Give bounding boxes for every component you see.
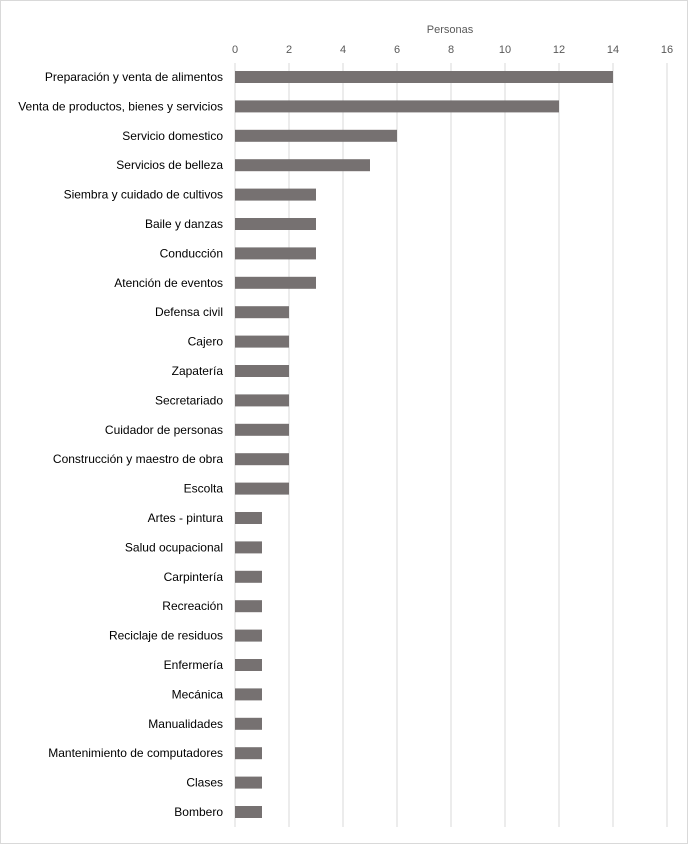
category-label: Salud ocupacional [125, 540, 223, 554]
bar [235, 482, 289, 495]
x-tick-label: 4 [340, 44, 346, 56]
bar [235, 188, 316, 201]
bar [235, 423, 289, 436]
category-label: Atención de eventos [114, 276, 223, 290]
bar [235, 247, 316, 260]
category-label: Carpintería [164, 570, 224, 584]
x-axis-ticks: 0 2 4 6 8 10 12 14 16 [232, 44, 673, 56]
x-axis-title: Personas [427, 24, 474, 36]
category-label: Manualidades [148, 717, 223, 731]
category-label: Cuidador de personas [105, 423, 223, 437]
gridlines [234, 63, 668, 827]
category-label: Artes - pintura [148, 511, 224, 525]
x-tick-label: 8 [448, 44, 454, 56]
bar [235, 335, 289, 348]
category-label: Secretariado [155, 393, 223, 407]
category-label: Zapatería [172, 364, 224, 378]
category-label: Cajero [188, 335, 224, 349]
category-labels: Preparación y venta de alimentos Venta de… [18, 70, 223, 819]
category-label: Reciclaje de residuos [109, 629, 223, 643]
bar [235, 394, 289, 407]
bar [235, 541, 262, 554]
bar [235, 512, 262, 524]
bar [235, 100, 559, 113]
bar [235, 600, 262, 613]
bar [235, 365, 289, 377]
bar [235, 776, 262, 789]
x-tick-label: 6 [394, 44, 400, 56]
bar [235, 717, 262, 730]
category-label: Mantenimiento de computadores [48, 746, 223, 760]
category-label: Baile y danzas [145, 217, 223, 231]
category-label: Clases [186, 776, 223, 790]
x-tick-label: 14 [607, 44, 619, 56]
category-label: Mecánica [172, 687, 224, 701]
bar [235, 218, 316, 230]
category-label: Siembra y cuidado de cultivos [64, 188, 223, 202]
bar [235, 453, 289, 466]
x-tick-label: 0 [232, 44, 238, 56]
category-label: Defensa civil [155, 305, 223, 319]
x-tick-label: 10 [499, 44, 511, 56]
bar [235, 159, 370, 172]
category-label: Bombero [174, 805, 223, 819]
category-label: Servicios de belleza [116, 158, 223, 172]
category-label: Construcción y maestro de obra [53, 452, 223, 466]
bar [235, 71, 613, 83]
bar [235, 276, 316, 289]
category-label: Recreación [162, 599, 223, 613]
category-label: Venta de productos, bienes y servicios [18, 99, 223, 113]
category-label: Enfermería [164, 658, 224, 672]
bar [235, 688, 262, 701]
bar [235, 129, 397, 142]
bar [235, 659, 262, 671]
x-tick-label: 2 [286, 44, 292, 56]
category-label: Escolta [184, 482, 224, 496]
bar [235, 806, 262, 818]
bar [235, 629, 262, 642]
category-label: Preparación y venta de alimentos [45, 70, 223, 84]
bar [235, 306, 289, 319]
bars [235, 71, 613, 818]
bar [235, 747, 262, 760]
x-tick-label: 16 [661, 44, 673, 56]
category-label: Conducción [160, 246, 223, 260]
category-label: Servicio domestico [122, 129, 223, 143]
bar [235, 570, 262, 583]
x-tick-label: 12 [553, 44, 565, 56]
